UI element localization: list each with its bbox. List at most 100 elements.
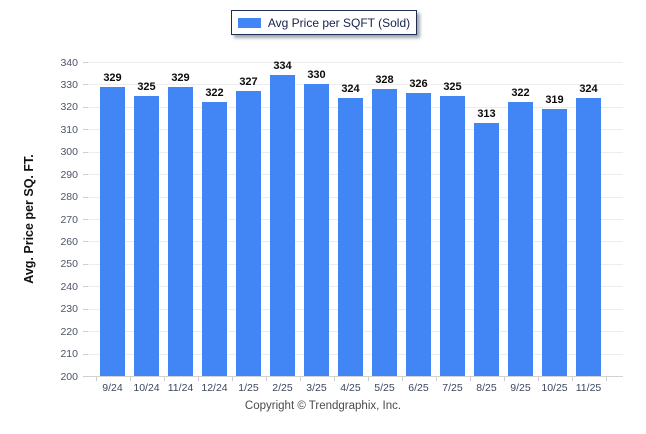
bar	[406, 93, 431, 376]
x-tick-label: 5/25	[374, 382, 395, 394]
x-tick-label: 1/25	[238, 382, 259, 394]
y-tick-mark	[83, 353, 88, 355]
y-tick-mark	[83, 129, 88, 131]
x-tick-mark	[571, 377, 573, 381]
x-tick-label: 9/24	[102, 382, 123, 394]
x-tick-mark	[231, 377, 233, 381]
y-tick-mark	[83, 174, 88, 176]
x-tick-mark	[163, 377, 165, 381]
x-tick-mark	[367, 377, 369, 381]
legend: Avg Price per SQFT (Sold)	[231, 10, 417, 35]
x-tick-label: 12/24	[201, 382, 228, 394]
x-tick-mark	[95, 377, 97, 381]
bar	[474, 122, 499, 376]
y-tick-mark	[83, 308, 88, 310]
bar	[372, 88, 397, 376]
bar-value-label: 319	[545, 94, 564, 107]
x-tick-mark	[435, 377, 437, 381]
bar	[202, 102, 227, 376]
bar	[100, 86, 125, 376]
x-tick-mark	[129, 377, 131, 381]
bar-value-label: 322	[511, 87, 530, 100]
y-tick-mark	[83, 219, 88, 220]
bar-value-label: 324	[579, 82, 598, 95]
bar	[338, 97, 363, 376]
x-tick-mark	[197, 377, 199, 381]
legend-swatch-icon	[237, 17, 261, 28]
x-tick-mark	[503, 377, 505, 381]
y-axis-title: Avg. Price per SQ. FT.	[22, 154, 36, 284]
bar	[576, 97, 601, 376]
y-tick-mark	[83, 263, 88, 265]
y-tick-label: 270	[60, 213, 78, 226]
x-tick-label: 3/25	[306, 382, 327, 394]
x-tick-label: 9/25	[510, 382, 531, 394]
x-tick-label: 7/25	[442, 382, 463, 394]
x-tick-mark	[333, 377, 335, 381]
x-tick-label: 10/25	[541, 382, 568, 394]
y-tick-label: 290	[60, 168, 78, 181]
legend-label: Avg Price per SQFT (Sold)	[267, 15, 411, 30]
y-tick-label: 220	[60, 325, 78, 338]
y-tick-mark	[83, 62, 88, 63]
y-tick-label: 340	[60, 56, 78, 69]
bar	[236, 91, 261, 376]
bar	[304, 84, 329, 376]
bar	[508, 102, 533, 376]
bar	[440, 95, 465, 376]
gridline	[88, 84, 623, 86]
x-tick-mark	[299, 377, 301, 381]
x-tick-mark	[401, 377, 403, 381]
y-tick-label: 250	[60, 258, 78, 271]
x-tick-mark	[469, 377, 471, 381]
bar-value-label: 334	[273, 60, 292, 73]
x-tick-label: 6/25	[408, 382, 429, 394]
x-axis-line	[88, 376, 623, 377]
x-tick-label: 11/25	[575, 382, 602, 394]
y-tick-mark	[83, 331, 88, 333]
bar-value-label: 324	[341, 82, 360, 95]
y-tick-mark	[83, 106, 88, 108]
y-tick-label: 230	[60, 303, 78, 316]
y-tick-label: 240	[60, 280, 78, 293]
x-tick-mark	[605, 377, 607, 381]
bar-value-label: 329	[171, 71, 190, 84]
y-tick-label: 210	[60, 348, 78, 361]
bar-value-label: 327	[239, 76, 258, 89]
y-tick-label: 330	[60, 78, 78, 91]
bar-value-label: 326	[409, 78, 428, 91]
y-tick-label: 200	[60, 370, 78, 383]
x-tick-label: 4/25	[340, 382, 361, 394]
y-tick-mark	[83, 376, 88, 377]
bar-value-label: 330	[307, 69, 326, 82]
copyright-text: Copyright © Trendgraphix, Inc.	[244, 400, 402, 412]
bar	[542, 109, 567, 376]
bar-value-label: 329	[103, 71, 122, 84]
bar-value-label: 325	[443, 80, 462, 93]
x-tick-label: 11/24	[167, 382, 194, 394]
y-tick-mark	[83, 196, 88, 198]
bar-value-label: 328	[375, 73, 394, 86]
bar-value-label: 322	[205, 87, 224, 100]
bar	[168, 86, 193, 376]
bar-value-label: 313	[477, 107, 496, 120]
y-tick-mark	[83, 241, 88, 243]
y-tick-label: 280	[60, 191, 78, 204]
y-tick-label: 300	[60, 146, 78, 159]
y-tick-mark	[83, 286, 88, 288]
y-tick-label: 310	[60, 123, 78, 136]
y-tick-label: 260	[60, 235, 78, 248]
x-tick-mark	[265, 377, 267, 381]
x-tick-mark	[537, 377, 539, 381]
gridline	[88, 62, 623, 63]
y-tick-mark	[83, 151, 88, 153]
x-tick-label: 8/25	[476, 382, 497, 394]
bar-value-label: 325	[137, 80, 156, 93]
bar	[270, 75, 295, 376]
bar	[134, 95, 159, 376]
y-tick-mark	[83, 84, 88, 86]
x-tick-label: 2/25	[272, 382, 293, 394]
x-tick-label: 10/24	[133, 382, 160, 394]
y-tick-label: 320	[60, 101, 78, 114]
